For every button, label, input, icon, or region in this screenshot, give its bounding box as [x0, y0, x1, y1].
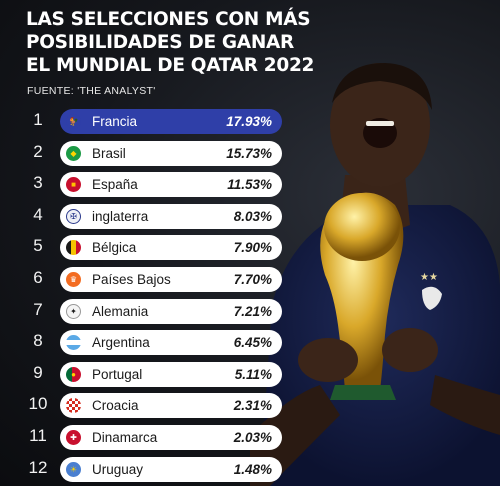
ranking-row-portugal: 9 ● Portugal 5.11%: [26, 360, 282, 392]
win-probability: 7.70%: [233, 271, 272, 287]
croatia-crest-icon: [66, 398, 81, 414]
trophy-globe: [324, 193, 400, 261]
player-hand-left: [298, 338, 358, 382]
rank-number: 12: [28, 457, 48, 477]
win-probability: 8.03%: [233, 208, 272, 224]
win-probability: 7.21%: [233, 303, 272, 319]
ranking-pill: 🐓 Francia 17.93%: [60, 109, 282, 134]
country-name: inglaterra: [92, 208, 149, 224]
ranking-row-belgica: 5 Bélgica 7.90%: [26, 233, 282, 265]
ranking-row-espana: 3 ■ España 11.53%: [26, 170, 282, 202]
rank-number: 2: [33, 141, 43, 161]
win-probability: 11.53%: [227, 177, 272, 193]
rank-number: 3: [33, 173, 43, 193]
brazil-crest-icon: ◆: [66, 145, 81, 161]
rank-number: 7: [33, 299, 43, 319]
germany-crest-icon: ✦: [66, 303, 81, 319]
ranking-pill: ✚ Dinamarca 2.03%: [60, 424, 282, 450]
country-name: Francia: [92, 114, 138, 129]
source-caption: FUENTE: 'THE ANALYST': [27, 85, 156, 97]
headline-line-2: POSIBILIDADES DE GANAR: [26, 32, 294, 53]
belgium-crest-icon: [66, 240, 81, 256]
ranking-row-dinamarca: 11 ✚ Dinamarca 2.03%: [26, 423, 282, 455]
ranking-row-uruguay: 12 ☀ Uruguay 1.48%: [26, 455, 282, 486]
win-probability: 1.48%: [233, 461, 272, 477]
ranking-row-argentina: 8 Argentina 6.45%: [26, 328, 282, 360]
country-name: Países Bajos: [92, 271, 171, 287]
country-name: Portugal: [92, 366, 143, 382]
player-hand-right: [382, 328, 438, 372]
netherlands-crest-icon: ♛: [66, 271, 81, 287]
france-rooster-crest-icon: [422, 286, 442, 310]
rank-number: 9: [33, 362, 43, 382]
rank-number: 6: [33, 267, 43, 287]
argentina-crest-icon: [66, 335, 81, 351]
win-probability: 5.11%: [234, 366, 272, 382]
win-probability: 7.90%: [233, 240, 272, 256]
headline-line-1: LAS SELECCIONES CON MÁS: [26, 9, 311, 30]
rank-number: 10: [28, 394, 48, 414]
win-probability: 2.31%: [233, 398, 272, 414]
ranking-pill: ✦ Alemania 7.21%: [60, 298, 282, 324]
ranking-pill: ♛ Países Bajos 7.70%: [60, 266, 282, 292]
rank-number: 11: [29, 425, 47, 445]
win-probability: 15.73%: [226, 145, 272, 161]
win-probability: 2.03%: [233, 429, 272, 445]
player-trophy-photo: ★★: [250, 63, 500, 486]
ranking-pill: ■ España 11.53%: [60, 172, 282, 198]
ranking-row-inglaterra: 4 ✠ inglaterra 8.03%: [26, 202, 282, 234]
ranking-row-francia: 1 🐓 Francia 17.93%: [26, 107, 282, 139]
headline-line-3: EL MUNDIAL DE QATAR 2022: [26, 55, 315, 76]
country-name: Alemania: [92, 303, 149, 319]
country-name: Dinamarca: [92, 429, 158, 445]
country-name: Argentina: [92, 335, 150, 351]
spain-crest-icon: ■: [66, 177, 81, 193]
ranking-pill: Croacia 2.31%: [60, 393, 282, 419]
ranking-pill: ● Portugal 5.11%: [60, 361, 282, 387]
country-name: Bélgica: [92, 240, 137, 256]
ranking-row-brasil: 2 ◆ Brasil 15.73%: [26, 139, 282, 171]
rank-number: 4: [33, 204, 43, 224]
denmark-crest-icon: ✚: [66, 429, 81, 445]
rank-number: 5: [33, 236, 43, 256]
ranking-pill: ☀ Uruguay 1.48%: [60, 456, 282, 482]
svg-text:★★: ★★: [420, 272, 438, 283]
rank-number: 1: [33, 110, 43, 129]
uruguay-crest-icon: ☀: [66, 461, 81, 477]
country-name: Uruguay: [92, 461, 144, 477]
win-probability: 17.93%: [226, 114, 272, 129]
country-name: España: [92, 177, 138, 193]
country-name: Croacia: [92, 398, 139, 414]
player-hair: [332, 63, 432, 110]
ranking-pill: Argentina 6.45%: [60, 330, 282, 356]
ranking-pill: Bélgica 7.90%: [60, 235, 282, 261]
ranking-row-paises-bajos: 6 ♛ Países Bajos 7.70%: [26, 265, 282, 297]
trophy-malachite-base: [330, 385, 396, 400]
ranking-pill: ◆ Brasil 15.73%: [60, 140, 282, 166]
ranking-list: 1 🐓 Francia 17.93% 2 ◆ Brasil 15.73% 3 ■…: [26, 107, 282, 486]
ranking-row-alemania: 7 ✦ Alemania 7.21%: [26, 297, 282, 329]
country-name: Brasil: [92, 145, 126, 161]
rank-number: 8: [33, 331, 43, 351]
ranking-pill: ✠ inglaterra 8.03%: [60, 203, 282, 229]
win-probability: 6.45%: [233, 335, 272, 351]
ranking-row-croacia: 10 Croacia 2.31%: [26, 391, 282, 423]
england-crest-icon: ✠: [66, 208, 81, 224]
france-crest-icon: 🐓: [66, 114, 81, 129]
headline: LAS SELECCIONES CON MÁS POSIBILIDADES DE…: [26, 8, 346, 77]
portugal-crest-icon: ●: [66, 366, 81, 382]
